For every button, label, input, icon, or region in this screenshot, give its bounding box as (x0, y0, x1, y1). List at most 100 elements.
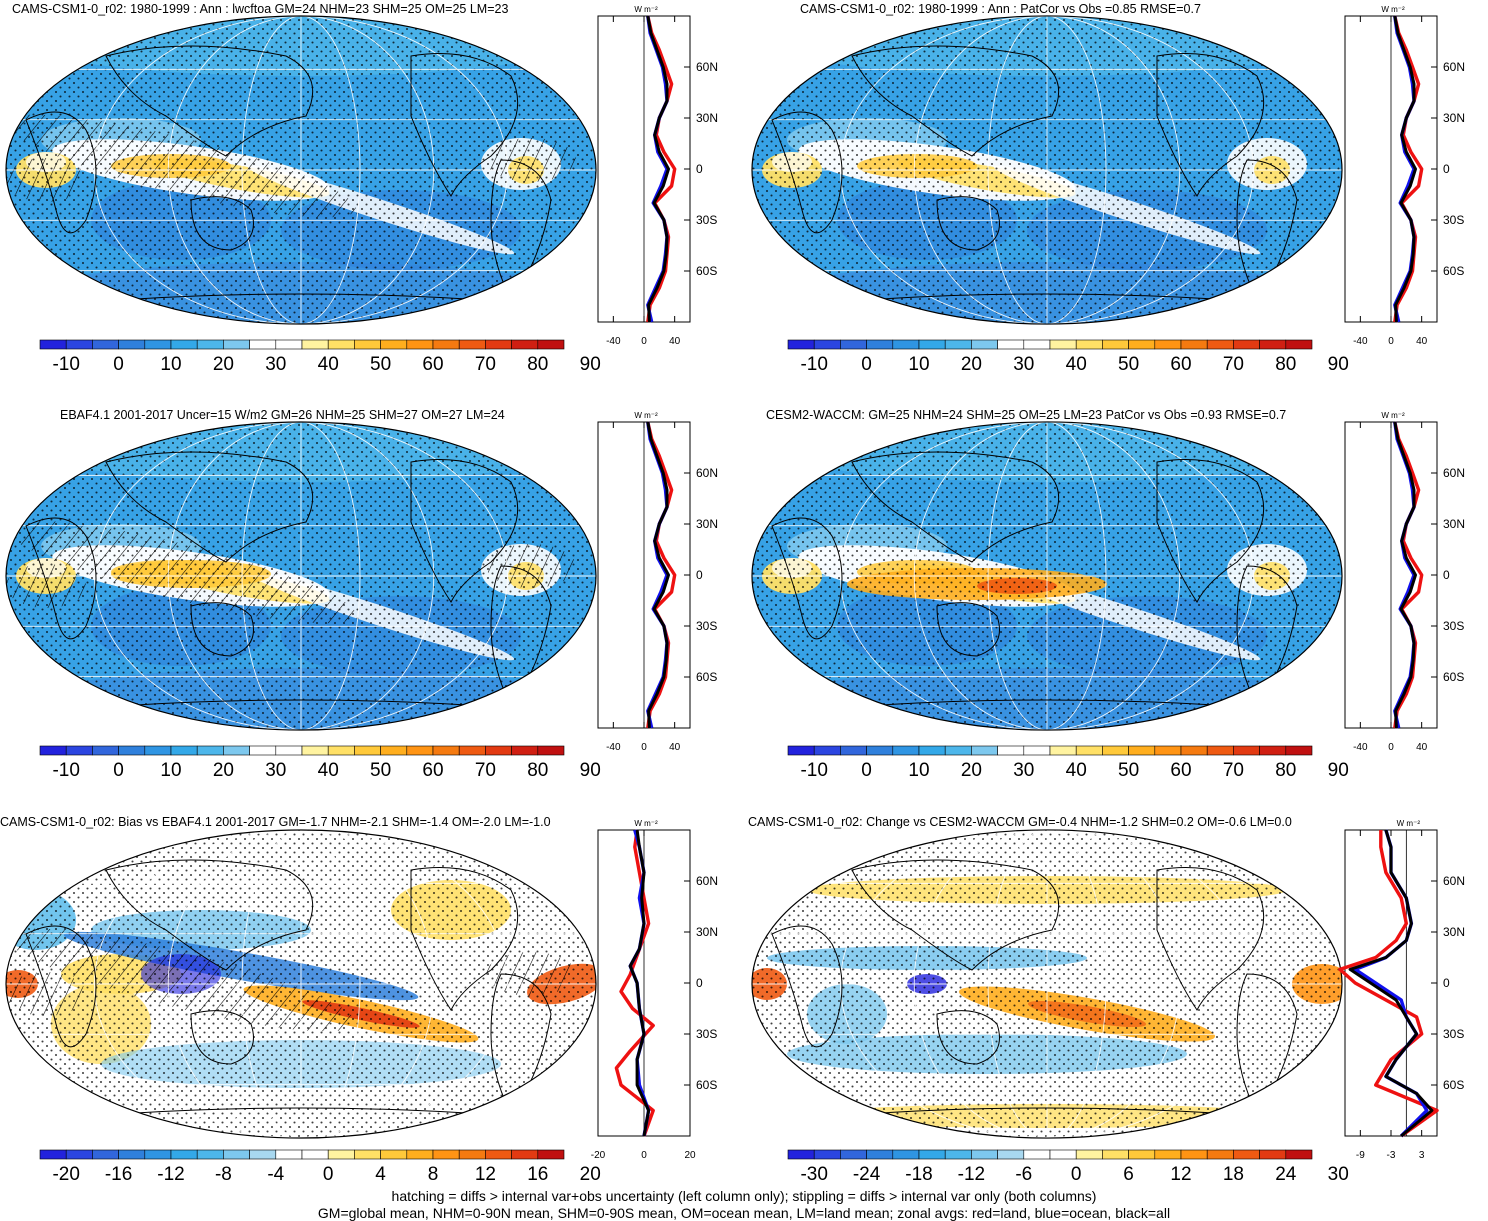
colorbar-swatch (196, 1149, 224, 1160)
colorbar-swatch (275, 745, 303, 756)
zonal-y-tick-label: 30S (1443, 619, 1464, 633)
colorbar-tick-label: 90 (1328, 760, 1349, 781)
colorbar-swatch (485, 1149, 512, 1160)
colorbar-swatch (144, 1149, 172, 1160)
colorbar-swatch (354, 1149, 381, 1160)
colorbar-swatch (301, 1149, 329, 1160)
colorbar-swatch (380, 339, 408, 350)
colorbar-swatch (65, 745, 93, 756)
colorbar-swatch (39, 339, 67, 350)
footnote-line-1: hatching = diffs > internal var+obs unce… (391, 1188, 1097, 1204)
colorbar-tick-label: 0 (113, 760, 124, 781)
colorbar-swatch (892, 339, 920, 350)
colorbar-swatch (944, 1149, 972, 1160)
colorbar-tick-label: 50 (1118, 354, 1139, 375)
panel-6-title: CAMS-CSM1-0_r02: Change vs CESM2-WACCM G… (748, 815, 1292, 829)
colorbar-swatch (1154, 1149, 1182, 1160)
colorbar-swatch (866, 745, 894, 756)
colorbar-swatch (1049, 745, 1077, 756)
zonal-y-tick-label: 0 (696, 976, 703, 990)
panel-6-colorbar: -30 -24 -18 -12 -6 0 6 12 18 24 30 (787, 1149, 1349, 1185)
colorbar-swatch (275, 1149, 303, 1160)
zonal-line-land (1393, 421, 1424, 729)
colorbar-swatch (918, 1149, 946, 1160)
colorbar-tick-label: 24 (1275, 1164, 1297, 1185)
zonal-y-tick-label: 60S (1443, 1078, 1464, 1092)
colorbar-swatch (223, 1149, 250, 1160)
colorbar-swatch (301, 339, 329, 350)
colorbar-swatch (971, 1149, 998, 1160)
colorbar-swatch (892, 1149, 920, 1160)
colorbar-swatch (301, 745, 329, 756)
colorbar-tick-label: 30 (1013, 354, 1034, 375)
panel-4-title: CESM2-WACCM: GM=25 NHM=24 SHM=25 OM=25 L… (766, 408, 1287, 422)
zonal-x-tick-label: 40 (1416, 336, 1428, 347)
colorbar-tick-label: 30 (265, 760, 286, 781)
colorbar-tick-label: 70 (1223, 354, 1244, 375)
colorbar-tick-label: 20 (961, 354, 982, 375)
colorbar-tick-label: 20 (213, 760, 234, 781)
zonal-y-tick-label: 60S (696, 670, 717, 684)
colorbar-swatch (1206, 1149, 1234, 1160)
zonal-y-tick-label: 30S (696, 619, 717, 633)
colorbar-swatch (249, 745, 277, 756)
colorbar-swatch (354, 745, 381, 756)
colorbar-tick-label: -16 (105, 1164, 132, 1185)
colorbar-swatch (787, 1149, 815, 1160)
panel-3-title: EBAF4.1 2001-2017 Uncer=15 W/m2 GM=26 NH… (60, 408, 505, 422)
zonal-x-tick-label: -9 (1356, 1150, 1365, 1161)
colorbar-tick-label: 60 (422, 354, 443, 375)
zonal-line-all (646, 15, 670, 323)
panel-3-colorbar: -10 0 10 20 30 40 50 60 70 80 90 (39, 745, 601, 781)
colorbar-tick-label: 0 (861, 760, 872, 781)
colorbar-swatch (39, 1149, 67, 1160)
colorbar-swatch (432, 1149, 460, 1160)
colorbar-swatch (1259, 745, 1287, 756)
colorbar-swatch (866, 1149, 894, 1160)
panel-5-title: CAMS-CSM1-0_r02: Bias vs EBAF4.1 2001-20… (0, 815, 551, 829)
colorbar-swatch (65, 339, 93, 350)
colorbar-tick-label: -10 (800, 354, 827, 375)
colorbar-swatch (511, 745, 539, 756)
zonal-unit-label: W m⁻² (634, 5, 658, 14)
colorbar-swatch (406, 339, 434, 350)
colorbar-tick-label: -30 (800, 1164, 827, 1185)
colorbar-tick-label: 40 (318, 354, 339, 375)
colorbar-swatch (406, 745, 434, 756)
colorbar-swatch (997, 339, 1025, 350)
colorbar-swatch (92, 339, 119, 350)
colorbar-swatch (1180, 1149, 1208, 1160)
colorbar-swatch (327, 745, 355, 756)
colorbar-swatch (118, 745, 146, 756)
colorbar-swatch (92, 745, 119, 756)
zonal-y-tick-label: 30N (1443, 517, 1465, 531)
panel-2-title: CAMS-CSM1-0_r02: 1980-1999 : Ann : PatCo… (800, 2, 1201, 16)
colorbar-swatch (327, 339, 355, 350)
zonal-x-tick-label: 40 (669, 742, 681, 753)
colorbar-tick-label: 80 (527, 760, 548, 781)
colorbar-tick-label: -8 (215, 1164, 232, 1185)
colorbar-tick-label: 0 (113, 354, 124, 375)
colorbar-swatch (432, 745, 460, 756)
colorbar-swatch (1233, 1149, 1260, 1160)
zonal-unit-label: W m⁻² (1397, 819, 1421, 828)
colorbar-swatch (918, 745, 946, 756)
zonal-y-tick-label: 30N (1443, 111, 1465, 125)
zonal-y-tick-label: 60S (696, 264, 717, 278)
colorbar-swatch (1023, 339, 1051, 350)
colorbar-tick-label: 4 (375, 1164, 386, 1185)
panel-4-zonal-profile: -40 0 40 60N 30N 0 30S 60S W m⁻² (1344, 411, 1465, 753)
colorbar-swatch (39, 745, 67, 756)
zonal-x-tick-label: 20 (684, 1150, 696, 1161)
zonal-line-land (646, 421, 677, 729)
colorbar-swatch (840, 1149, 867, 1160)
colorbar-swatch (1102, 339, 1129, 350)
colorbar-tick-label: -12 (958, 1164, 985, 1185)
colorbar-swatch (813, 1149, 841, 1160)
panel-6-zonal-profile: -9 -3 3 60N 30N 0 30S 60S W m⁻² (1338, 819, 1465, 1161)
zonal-x-tick-label: -40 (606, 742, 621, 753)
colorbar-swatch (971, 339, 998, 350)
colorbar-swatch (1128, 1149, 1156, 1160)
zonal-y-tick-label: 30S (1443, 213, 1464, 227)
zonal-y-tick-label: 60N (1443, 60, 1465, 74)
